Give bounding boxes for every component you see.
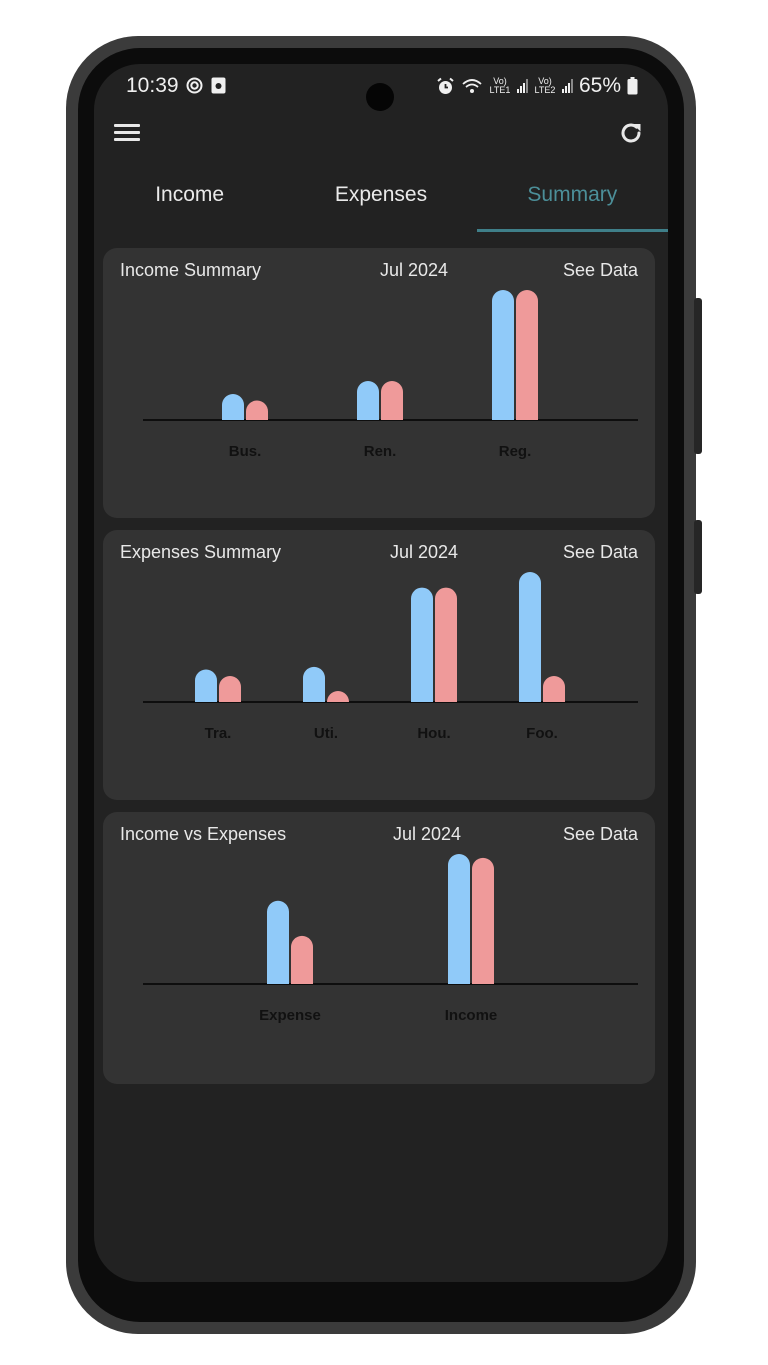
- expenses-summary-card: Expenses Summary Jul 2024 See Data Tra. U…: [103, 530, 655, 800]
- category-label: Reg.: [499, 443, 532, 460]
- category-label: Bus.: [229, 443, 262, 460]
- bar-expense-series2: [291, 935, 313, 984]
- bar-reg-series2: [516, 290, 538, 420]
- bar-ren-series1: [357, 381, 379, 420]
- income-summary-chart: Bus. Ren. Reg.: [143, 290, 638, 460]
- camera-app-icon: [211, 77, 226, 94]
- bar-tra-series1: [195, 669, 217, 702]
- bar-income-series1: [448, 854, 470, 984]
- bar-ren-series2: [381, 381, 403, 420]
- income-vs-expenses-chart: Expense Income: [143, 854, 638, 1024]
- status-time: 10:39: [126, 74, 179, 97]
- category-label: Tra.: [205, 725, 232, 742]
- category-label: Ren.: [364, 443, 397, 460]
- category-label: Foo.: [526, 725, 558, 742]
- bar-uti-series1: [303, 666, 325, 702]
- signal-bars-2: [561, 79, 573, 93]
- see-data-link[interactable]: See Data: [562, 824, 638, 844]
- bar-expense-series1: [267, 900, 289, 984]
- bar-foo-series1: [519, 572, 541, 702]
- card-title: Income Summary: [120, 260, 262, 280]
- signal-bars-1: [516, 79, 528, 93]
- bar-uti-series2: [327, 691, 349, 702]
- battery-icon: [627, 77, 638, 95]
- see-data-link[interactable]: See Data: [562, 542, 638, 562]
- card-title: Income vs Expenses: [120, 824, 287, 844]
- alarm-icon: [437, 77, 454, 94]
- front-camera: [366, 83, 394, 111]
- battery-percent: 65%: [578, 74, 621, 97]
- category-label: Income: [445, 1007, 498, 1024]
- bar-bus-series2: [246, 400, 268, 420]
- refresh-icon[interactable]: [618, 120, 644, 146]
- bar-foo-series2: [543, 676, 565, 702]
- see-data-link[interactable]: See Data: [562, 260, 638, 280]
- tab-bar: Income Expenses Summary: [94, 164, 668, 232]
- bar-bus-series1: [222, 394, 244, 420]
- tab-summary[interactable]: Summary: [476, 164, 668, 232]
- status-left-icons: [186, 77, 226, 94]
- income-vs-expenses-card: Income vs Expenses Jul 2024 See Data Exp…: [103, 812, 655, 1084]
- menu-icon[interactable]: [114, 122, 142, 144]
- category-label: Expense: [259, 1007, 321, 1024]
- card-date: Jul 2024: [380, 260, 449, 280]
- screen: 10:39 Vo) LTE1 Vo) LTE2 65%: [94, 64, 668, 1282]
- wifi-icon: [462, 79, 482, 93]
- bar-reg-series1: [492, 290, 514, 420]
- card-date: Jul 2024: [393, 824, 462, 844]
- bar-hou-series2: [435, 587, 457, 702]
- bar-income-series2: [472, 857, 494, 984]
- category-label: Uti.: [314, 725, 338, 742]
- income-summary-card: Income Summary Jul 2024 See Data Bus. Ren…: [103, 248, 655, 518]
- target-icon: [186, 77, 203, 94]
- signal-sim2-icon: Vo) LTE2: [534, 76, 556, 95]
- expenses-summary-chart: Tra. Uti. Hou. Foo.: [143, 572, 638, 742]
- card-title: Expenses Summary: [120, 542, 282, 562]
- bar-tra-series2: [219, 676, 241, 702]
- volume-button: [694, 298, 702, 454]
- status-right: Vo) LTE1 Vo) LTE2 65%: [436, 74, 638, 98]
- category-label: Hou.: [417, 725, 450, 742]
- bar-hou-series1: [411, 587, 433, 702]
- tab-income[interactable]: Income: [155, 183, 225, 206]
- tab-expenses[interactable]: Expenses: [334, 183, 428, 206]
- signal-sim1-icon: Vo) LTE1: [489, 76, 511, 95]
- power-button: [694, 520, 702, 594]
- card-date: Jul 2024: [390, 542, 459, 562]
